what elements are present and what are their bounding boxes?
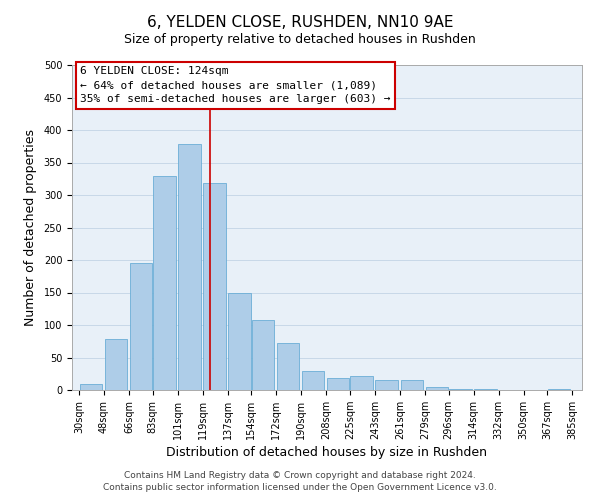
Text: Contains public sector information licensed under the Open Government Licence v3: Contains public sector information licen… — [103, 484, 497, 492]
Bar — [153, 176, 176, 390]
Bar — [130, 263, 152, 390]
Bar — [104, 340, 127, 390]
Bar — [449, 388, 472, 390]
Bar — [178, 144, 200, 390]
X-axis label: Distribution of detached houses by size in Rushden: Distribution of detached houses by size … — [167, 446, 487, 459]
Y-axis label: Number of detached properties: Number of detached properties — [24, 129, 37, 326]
Bar — [252, 320, 274, 390]
Bar — [401, 380, 423, 390]
Bar — [350, 376, 373, 390]
Bar — [228, 292, 251, 390]
Text: Size of property relative to detached houses in Rushden: Size of property relative to detached ho… — [124, 32, 476, 46]
Bar — [203, 184, 226, 390]
Text: 6 YELDEN CLOSE: 124sqm
← 64% of detached houses are smaller (1,089)
35% of semi-: 6 YELDEN CLOSE: 124sqm ← 64% of detached… — [80, 66, 391, 104]
Bar — [327, 378, 349, 390]
Bar — [277, 343, 299, 390]
Bar — [80, 384, 102, 390]
Bar — [302, 370, 325, 390]
Text: Contains HM Land Registry data © Crown copyright and database right 2024.: Contains HM Land Registry data © Crown c… — [124, 471, 476, 480]
Text: 6, YELDEN CLOSE, RUSHDEN, NN10 9AE: 6, YELDEN CLOSE, RUSHDEN, NN10 9AE — [147, 15, 453, 30]
Bar — [376, 380, 398, 390]
Bar — [425, 387, 448, 390]
